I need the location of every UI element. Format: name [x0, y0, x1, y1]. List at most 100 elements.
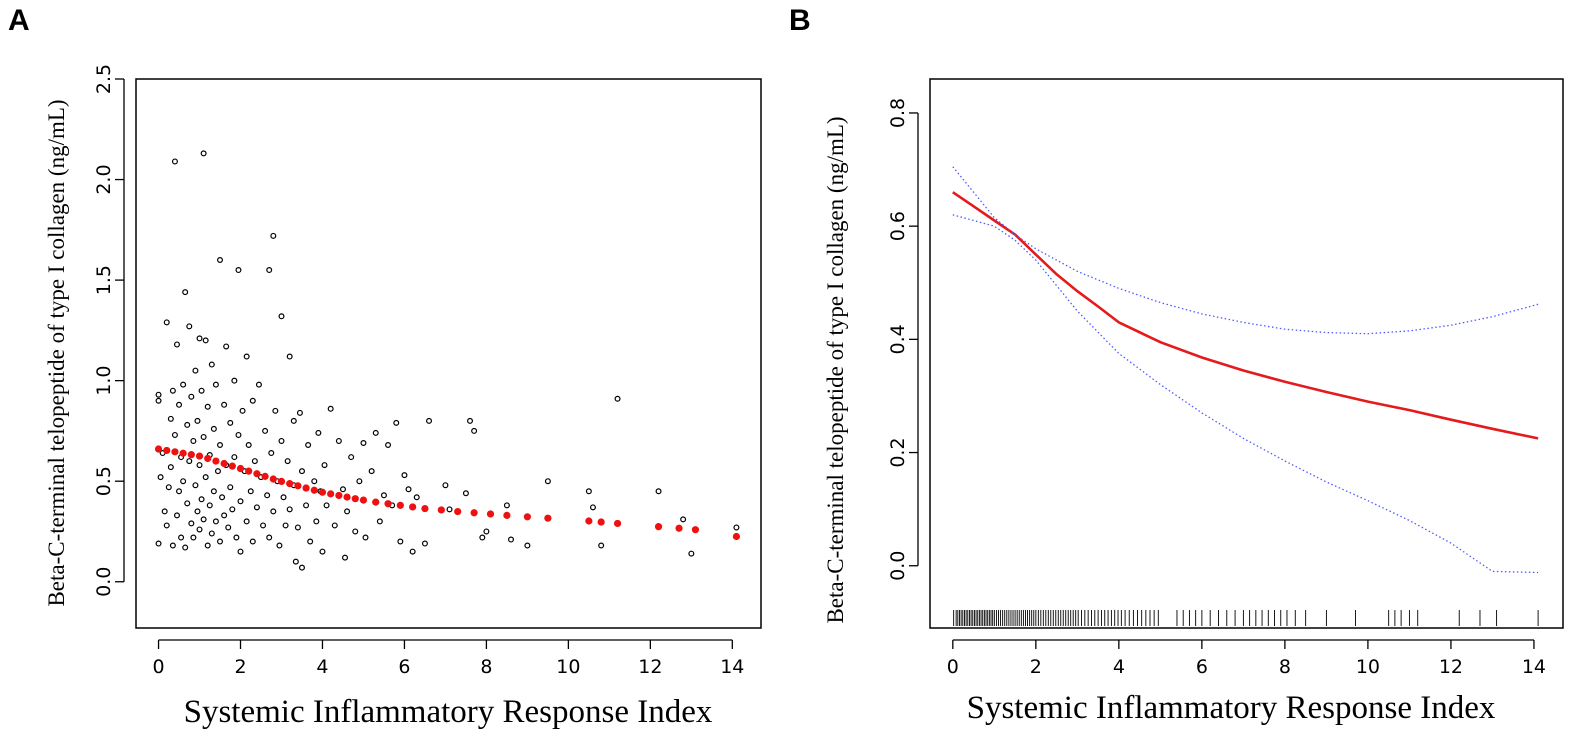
observed-point: [471, 427, 478, 434]
fitted-point: [585, 517, 593, 525]
observed-point: [180, 381, 187, 388]
observed-point: [292, 558, 299, 565]
fitted-point: [523, 513, 531, 521]
observed-point: [233, 534, 240, 541]
observed-point: [243, 353, 250, 360]
observed-point: [173, 512, 180, 519]
fitted-point: [343, 493, 351, 501]
observed-point: [210, 488, 217, 495]
panel-a-x-tick-label: 14: [720, 656, 744, 678]
fitted-point: [359, 496, 368, 504]
observed-point: [202, 474, 209, 481]
fitted-point: [318, 488, 327, 496]
panel-b-y-tick-label: 0.6: [887, 211, 909, 241]
fit-line: [952, 191, 1539, 440]
observed-point: [311, 478, 318, 485]
observed-point: [204, 403, 211, 410]
observed-point: [251, 458, 258, 465]
observed-point: [294, 524, 301, 531]
fitted-point: [171, 448, 179, 456]
observed-point: [200, 433, 207, 440]
observed-point: [188, 393, 195, 400]
observed-point: [307, 538, 314, 545]
panel-a-x-tick-label: 12: [638, 656, 662, 678]
observed-point: [298, 564, 305, 571]
panel-b-y-tick-label: 0.4: [887, 324, 909, 354]
fitted-point: [454, 507, 462, 516]
observed-point: [462, 490, 469, 497]
observed-point: [409, 548, 416, 555]
panel-b-x-tick-label: 14: [1522, 656, 1546, 678]
observed-point: [231, 377, 238, 384]
observed-point: [163, 319, 170, 326]
observed-point: [229, 506, 236, 513]
observed-point: [544, 478, 551, 485]
panel-b-plot-frame: [929, 78, 1564, 629]
fitted-point: [351, 495, 359, 503]
panel-a-axes: 0 2 4 6 8 10 12 14 0.0 0.5 1.0 1.5 2.0 2.5: [93, 64, 744, 678]
observed-point: [182, 289, 189, 296]
fitted-point: [163, 446, 171, 455]
observed-point: [442, 482, 449, 489]
observed-point: [237, 548, 244, 555]
fitted-point: [302, 484, 310, 492]
observed-point: [176, 488, 183, 495]
panel-a-label: A: [8, 4, 30, 37]
fitted-point: [409, 503, 417, 511]
observed-point: [190, 534, 197, 541]
panel-b-y-tick-label: 0.2: [887, 437, 909, 467]
observed-point: [286, 353, 293, 360]
observed-point: [217, 256, 224, 263]
observed-point: [401, 472, 408, 479]
observed-point: [196, 526, 203, 533]
observed-point: [282, 522, 289, 529]
observed-point: [184, 421, 191, 428]
observed-point: [186, 323, 193, 330]
observed-point: [231, 454, 238, 461]
observed-point: [266, 534, 273, 541]
observed-point: [239, 407, 246, 414]
observed-point: [186, 458, 193, 465]
fitted-point: [310, 486, 318, 494]
observed-point: [331, 522, 338, 529]
panel-a-y-tick-label: 0.5: [93, 466, 115, 496]
fitted-point: [294, 482, 302, 490]
fitted-point: [195, 452, 204, 460]
observed-point: [194, 417, 201, 424]
panel-b-x-tick-label: 6: [1196, 656, 1208, 678]
observed-point: [198, 387, 205, 394]
panel-a-plot-frame: [135, 78, 762, 629]
fitted-point: [503, 511, 511, 519]
observed-point: [204, 542, 211, 549]
observed-point: [217, 442, 224, 449]
observed-point: [524, 542, 531, 549]
observed-point: [585, 488, 592, 495]
observed-point: [155, 397, 162, 404]
observed-point: [192, 367, 199, 374]
panel-b-x-axis-title: Systemic Inflammatory Response Index: [967, 690, 1496, 726]
observed-point: [249, 397, 256, 404]
observed-point: [688, 550, 695, 557]
observed-point: [296, 409, 303, 416]
observed-point: [169, 387, 176, 394]
observed-point: [217, 538, 224, 545]
observed-point: [214, 468, 221, 475]
observed-point: [249, 538, 256, 545]
panel-a-x-tick-label: 4: [316, 656, 328, 678]
observed-point: [247, 488, 254, 495]
observed-point: [598, 542, 605, 549]
observed-point: [467, 417, 474, 424]
observed-point: [733, 524, 740, 531]
observed-point: [243, 518, 250, 525]
observed-point: [360, 439, 367, 446]
observed-point: [200, 150, 207, 157]
observed-point: [171, 431, 178, 438]
fitted-point: [204, 454, 212, 463]
observed-point: [196, 335, 203, 342]
observed-point: [188, 520, 195, 527]
observed-point: [284, 458, 291, 465]
fitted-point: [335, 491, 343, 500]
observed-point: [268, 450, 275, 457]
observed-point: [352, 528, 359, 535]
fitted-point: [470, 509, 478, 517]
